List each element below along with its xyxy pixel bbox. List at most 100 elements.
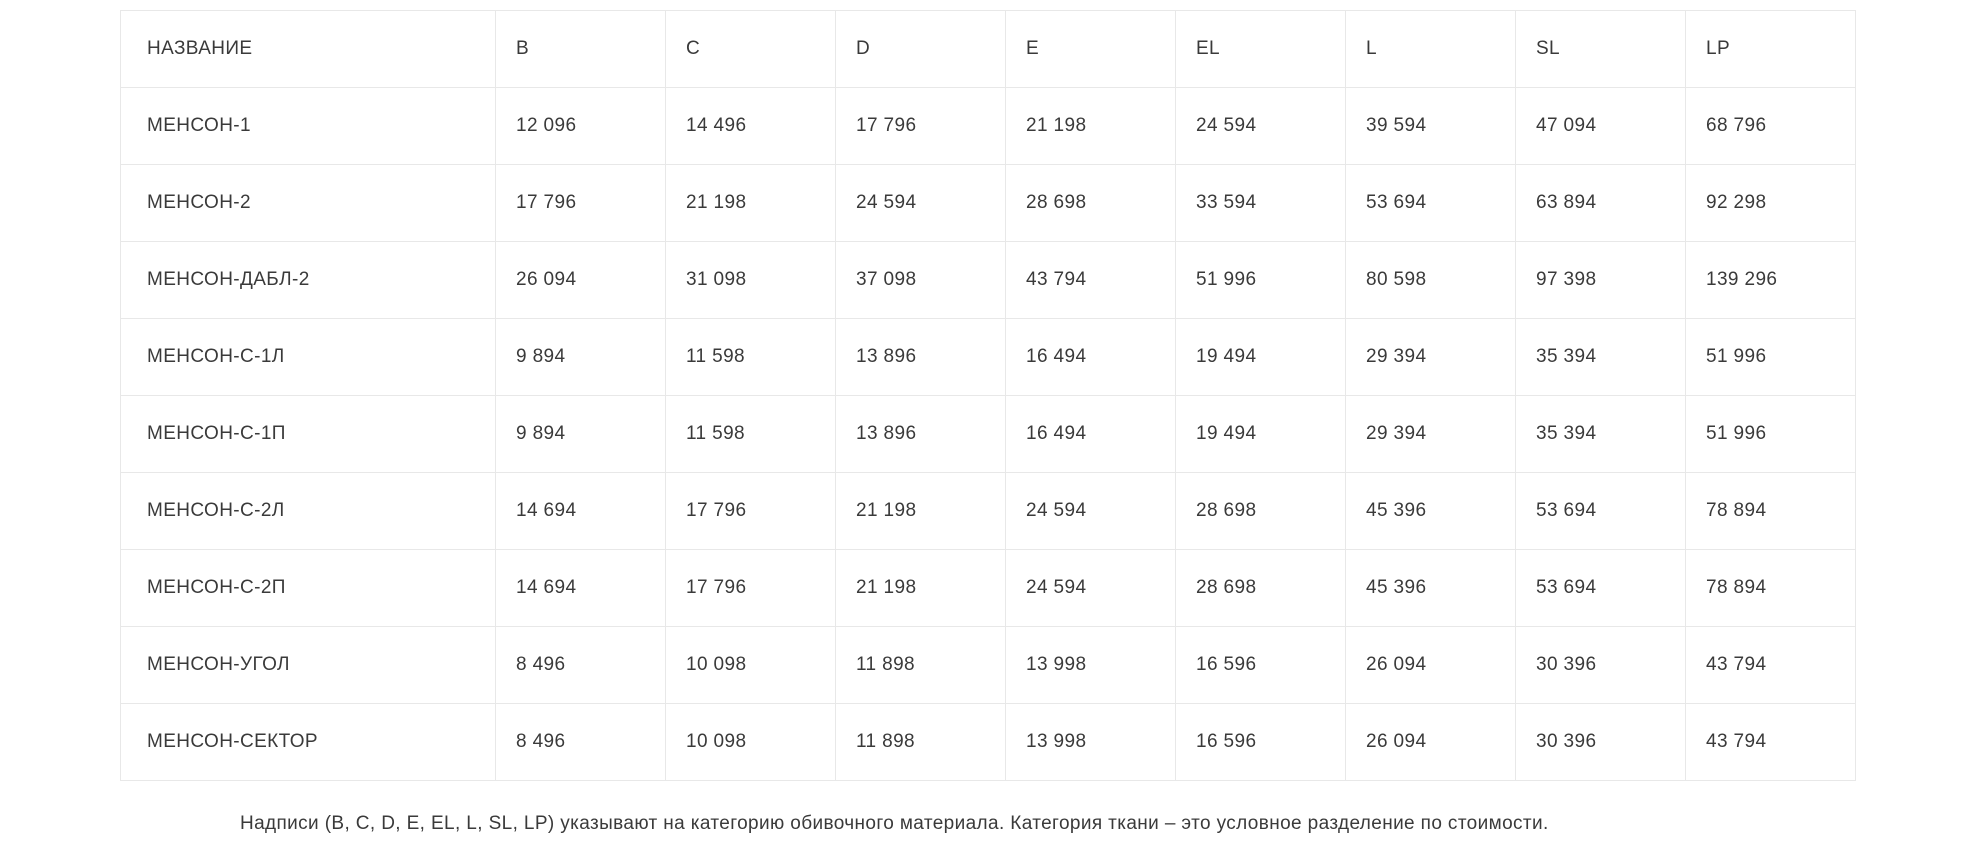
price-cell: 12 096 (495, 87, 666, 165)
table-row: МЕНСОН-ДАБЛ-2 26 094 31 098 37 098 43 794 51 … (120, 241, 1856, 319)
price-cell: 43 794 (1685, 626, 1856, 704)
column-header-category: C (665, 10, 836, 88)
column-header-category: L (1345, 10, 1516, 88)
price-cell: 17 796 (495, 164, 666, 242)
price-cell: 26 094 (1345, 703, 1516, 781)
price-cell: 17 796 (665, 549, 836, 627)
table-row: МЕНСОН-С-1П 9 894 11 598 13 896 16 494 19 494… (120, 395, 1856, 473)
price-cell: 45 396 (1345, 472, 1516, 550)
row-name-cell: МЕНСОН-1 (120, 87, 496, 165)
table-row: МЕНСОН-СЕКТОР 8 496 10 098 11 898 13 998 16 5… (120, 703, 1856, 781)
row-name-cell: МЕНСОН-С-1Л (120, 318, 496, 396)
price-cell: 45 396 (1345, 549, 1516, 627)
row-name-cell: МЕНСОН-С-1П (120, 395, 496, 473)
price-cell: 37 098 (835, 241, 1006, 319)
price-cell: 35 394 (1515, 395, 1686, 473)
price-cell: 24 594 (1175, 87, 1346, 165)
table-row: МЕНСОН-С-2Л 14 694 17 796 21 198 24 594 28 69… (120, 472, 1856, 550)
price-cell: 26 094 (495, 241, 666, 319)
price-cell: 78 894 (1685, 549, 1856, 627)
row-name-cell: МЕНСОН-2 (120, 164, 496, 242)
table-row: МЕНСОН-УГОЛ 8 496 10 098 11 898 13 998 16 596… (120, 626, 1856, 704)
row-name-cell: МЕНСОН-С-2Л (120, 472, 496, 550)
column-header-category: SL (1515, 10, 1686, 88)
price-cell: 139 296 (1685, 241, 1856, 319)
price-cell: 26 094 (1345, 626, 1516, 704)
price-cell: 28 698 (1175, 549, 1346, 627)
price-cell: 11 898 (835, 703, 1006, 781)
price-cell: 19 494 (1175, 395, 1346, 473)
price-cell: 51 996 (1175, 241, 1346, 319)
price-cell: 29 394 (1345, 318, 1516, 396)
column-header-category: E (1005, 10, 1176, 88)
price-cell: 53 694 (1345, 164, 1516, 242)
price-cell: 9 894 (495, 395, 666, 473)
price-cell: 21 198 (665, 164, 836, 242)
price-table-head: НАЗВАНИЕ B C D E EL L SL LP (120, 10, 1856, 88)
row-name-cell: МЕНСОН-СЕКТОР (120, 703, 496, 781)
price-cell: 33 594 (1175, 164, 1346, 242)
column-header-category: LP (1685, 10, 1856, 88)
price-cell: 8 496 (495, 703, 666, 781)
price-table: НАЗВАНИЕ B C D E EL L SL LP МЕНСОН-1 12 096 14 496… (120, 10, 1856, 781)
price-cell: 68 796 (1685, 87, 1856, 165)
price-cell: 16 494 (1005, 318, 1176, 396)
price-cell: 21 198 (835, 472, 1006, 550)
row-name-cell: МЕНСОН-С-2П (120, 549, 496, 627)
price-cell: 13 998 (1005, 626, 1176, 704)
price-cell: 21 198 (1005, 87, 1176, 165)
price-cell: 11 598 (665, 318, 836, 396)
column-header-category: EL (1175, 10, 1346, 88)
price-cell: 17 796 (835, 87, 1006, 165)
price-cell: 28 698 (1005, 164, 1176, 242)
row-name-cell: МЕНСОН-УГОЛ (120, 626, 496, 704)
column-header-name: НАЗВАНИЕ (120, 10, 496, 88)
price-cell: 43 794 (1685, 703, 1856, 781)
price-cell: 19 494 (1175, 318, 1346, 396)
price-cell: 8 496 (495, 626, 666, 704)
price-cell: 21 198 (835, 549, 1006, 627)
price-cell: 17 796 (665, 472, 836, 550)
price-cell: 13 998 (1005, 703, 1176, 781)
price-cell: 16 596 (1175, 626, 1346, 704)
price-cell: 30 396 (1515, 703, 1686, 781)
price-cell: 14 694 (495, 472, 666, 550)
price-cell: 24 594 (1005, 549, 1176, 627)
price-cell: 43 794 (1005, 241, 1176, 319)
price-cell: 53 694 (1515, 472, 1686, 550)
price-cell: 51 996 (1685, 318, 1856, 396)
price-cell: 24 594 (835, 164, 1006, 242)
table-row: МЕНСОН-С-2П 14 694 17 796 21 198 24 594 28 69… (120, 549, 1856, 627)
price-cell: 9 894 (495, 318, 666, 396)
price-cell: 29 394 (1345, 395, 1516, 473)
row-name-cell: МЕНСОН-ДАБЛ-2 (120, 241, 496, 319)
fabric-category-footnote: Надписи (B, C, D, E, EL, L, SL, LP) указ… (240, 813, 1549, 834)
column-header-category: B (495, 10, 666, 88)
price-cell: 35 394 (1515, 318, 1686, 396)
price-cell: 53 694 (1515, 549, 1686, 627)
price-cell: 47 094 (1515, 87, 1686, 165)
table-row: МЕНСОН-2 17 796 21 198 24 594 28 698 33 594 53… (120, 164, 1856, 242)
table-header-row: НАЗВАНИЕ B C D E EL L SL LP (120, 10, 1856, 88)
price-table-body: МЕНСОН-1 12 096 14 496 17 796 21 198 24 594 39… (120, 87, 1856, 781)
price-cell: 92 298 (1685, 164, 1856, 242)
price-cell: 80 598 (1345, 241, 1516, 319)
price-cell: 10 098 (665, 626, 836, 704)
price-cell: 39 594 (1345, 87, 1516, 165)
price-cell: 10 098 (665, 703, 836, 781)
price-cell: 13 896 (835, 318, 1006, 396)
price-cell: 78 894 (1685, 472, 1856, 550)
price-cell: 30 396 (1515, 626, 1686, 704)
price-cell: 11 598 (665, 395, 836, 473)
table-row: МЕНСОН-1 12 096 14 496 17 796 21 198 24 594 39… (120, 87, 1856, 165)
column-header-category: D (835, 10, 1006, 88)
price-cell: 28 698 (1175, 472, 1346, 550)
table-row: МЕНСОН-С-1Л 9 894 11 598 13 896 16 494 19 494… (120, 318, 1856, 396)
price-cell: 63 894 (1515, 164, 1686, 242)
price-cell: 14 496 (665, 87, 836, 165)
price-cell: 24 594 (1005, 472, 1176, 550)
price-cell: 13 896 (835, 395, 1006, 473)
price-cell: 97 398 (1515, 241, 1686, 319)
price-cell: 11 898 (835, 626, 1006, 704)
